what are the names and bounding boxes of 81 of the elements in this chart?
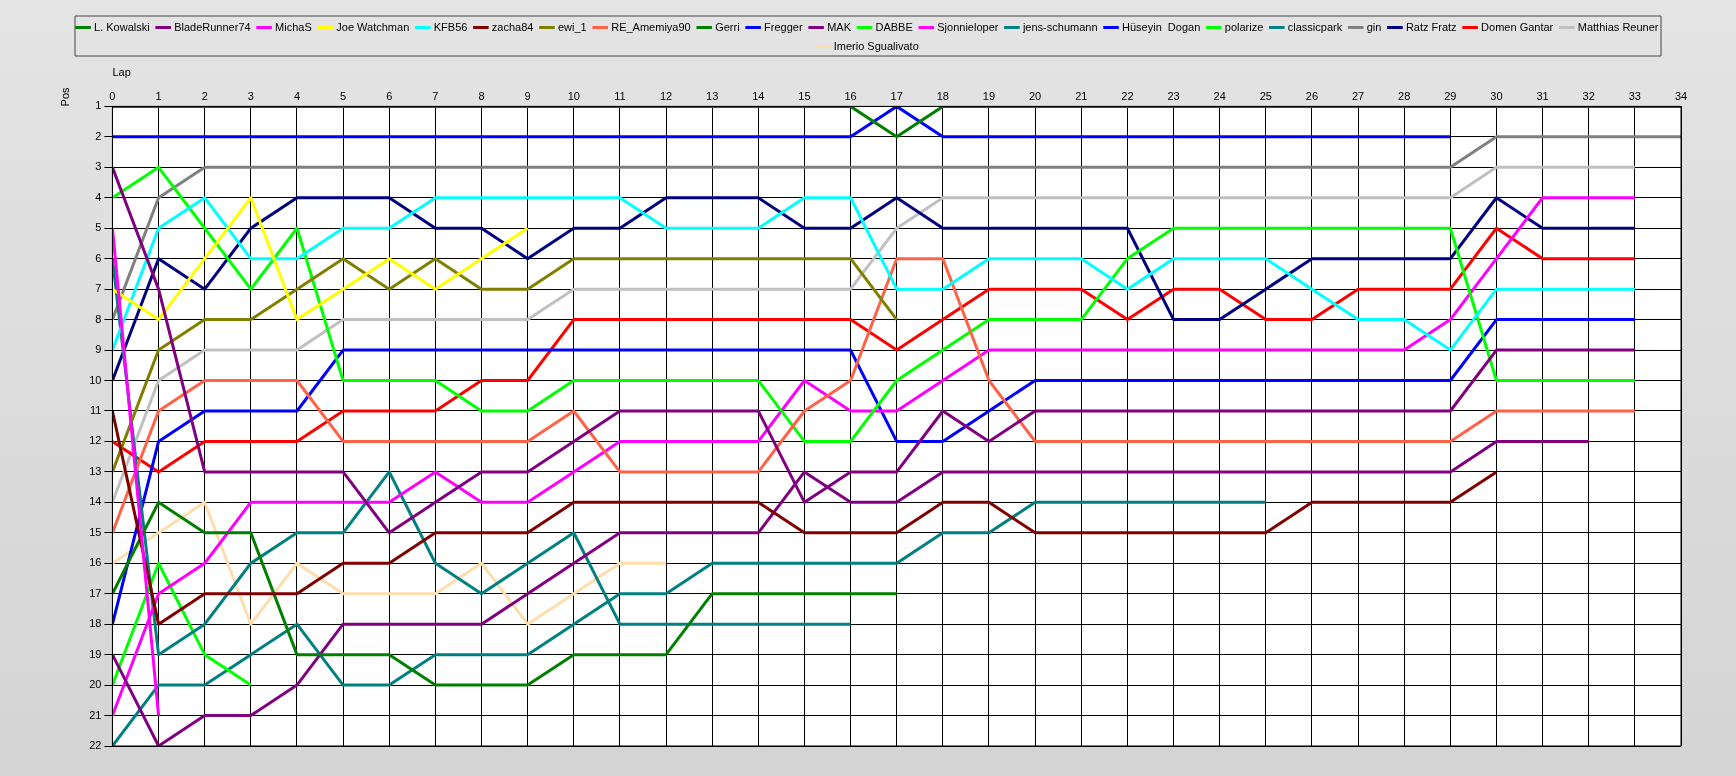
y-tick-label: 10 — [89, 373, 102, 386]
legend-label: KFB56 — [433, 20, 468, 33]
x-tick-label: 27 — [1351, 89, 1365, 102]
legend-label: Gerri — [715, 20, 740, 33]
x-tick-label: 16 — [844, 89, 857, 102]
y-tick-label: 18 — [89, 617, 102, 630]
x-tick-label: 13 — [706, 89, 719, 102]
y-tick-label: 13 — [89, 464, 102, 477]
y-tick-label: 6 — [95, 251, 102, 264]
x-tick-label: 19 — [982, 89, 996, 102]
y-tick-label: 21 — [89, 708, 102, 721]
x-tick-label: 7 — [432, 89, 439, 102]
x-tick-label: 22 — [1121, 89, 1134, 102]
x-tick-label: 1 — [155, 89, 162, 102]
legend-label: DABBE — [875, 20, 913, 33]
x-tick-label: 3 — [247, 89, 254, 102]
y-tick-label: 3 — [95, 160, 102, 173]
legend-label: zacha84 — [491, 20, 534, 33]
x-tick-label: 15 — [798, 89, 811, 102]
y-tick-label: 22 — [89, 739, 102, 752]
y-tick-label: 12 — [89, 434, 102, 447]
y-tick-label: 4 — [95, 190, 102, 203]
x-tick-label: 12 — [659, 89, 673, 102]
x-tick-label: 0 — [109, 89, 116, 102]
legend-label: L. Kowalski — [94, 20, 150, 33]
legend-label: jens-schumann — [1021, 20, 1098, 33]
y-tick-label: 1 — [95, 99, 102, 112]
x-tick-label: 18 — [936, 89, 949, 102]
y-tick-label: 11 — [90, 404, 102, 416]
x-tick-label: 17 — [890, 89, 903, 102]
legend-label: MAK — [827, 20, 852, 33]
x-tick-label: 32 — [1582, 89, 1595, 102]
x-tick-label: 14 — [752, 89, 765, 102]
x-tick-label: 33 — [1628, 89, 1641, 102]
y-tick-label: 19 — [89, 647, 102, 660]
x-tick-label: 30 — [1490, 89, 1503, 102]
legend-label: Domen Gantar — [1481, 20, 1554, 33]
legend-label: Sjonnieloper — [937, 20, 999, 33]
x-tick-label: 21 — [1075, 89, 1088, 102]
x-tick-label: 29 — [1444, 89, 1457, 102]
legend-label: Matthias Reuner — [1577, 20, 1659, 33]
x-tick-label: 9 — [524, 89, 531, 102]
legend-label: Ratz Fratz — [1405, 20, 1457, 33]
x-axis-title: Lap — [112, 65, 131, 78]
legend-label: RE_Amemiya90 — [611, 20, 691, 33]
x-tick-label: 5 — [340, 89, 347, 102]
legend-label: gin — [1366, 20, 1382, 33]
x-tick-label: 10 — [567, 89, 580, 102]
legend-label: Fregger — [764, 20, 803, 33]
y-tick-label: 9 — [95, 343, 102, 356]
x-tick-label: 31 — [1536, 89, 1549, 102]
x-tick-label: 26 — [1305, 89, 1319, 102]
x-tick-label: 28 — [1398, 89, 1411, 102]
legend-label: Hüseyin Dogan — [1122, 20, 1201, 33]
x-tick-label: 8 — [478, 89, 485, 102]
x-tick-label: 34 — [1674, 89, 1688, 102]
legend-label: ewi_1 — [557, 20, 587, 33]
x-tick-label: 11 — [614, 89, 626, 102]
x-tick-label: 25 — [1259, 89, 1272, 102]
x-tick-label: 24 — [1213, 89, 1226, 102]
y-tick-label: 8 — [95, 312, 102, 325]
y-tick-label: 20 — [89, 678, 102, 691]
x-tick-label: 20 — [1029, 89, 1042, 102]
y-tick-label: 2 — [95, 129, 102, 142]
x-tick-label: 6 — [386, 89, 393, 102]
y-tick-label: 16 — [89, 556, 102, 569]
legend-label: BladeRunner74 — [174, 20, 251, 33]
x-tick-label: 2 — [201, 89, 208, 102]
y-tick-label: 14 — [89, 495, 102, 508]
legend-label: polarize — [1224, 20, 1264, 33]
legend-label: Imerio Sgualivato — [833, 39, 919, 52]
x-tick-label: 23 — [1167, 89, 1180, 102]
y-tick-label: 7 — [95, 282, 102, 295]
legend-label: classicpark — [1287, 20, 1343, 33]
y-axis-title: Pos — [58, 86, 71, 107]
y-tick-label: 15 — [89, 525, 102, 538]
legend-label: Joe Watchman — [336, 20, 410, 33]
y-tick-label: 5 — [95, 221, 102, 234]
x-tick-label: 4 — [293, 89, 301, 102]
y-tick-label: 17 — [89, 586, 102, 599]
legend-label: MichaS — [275, 20, 312, 33]
